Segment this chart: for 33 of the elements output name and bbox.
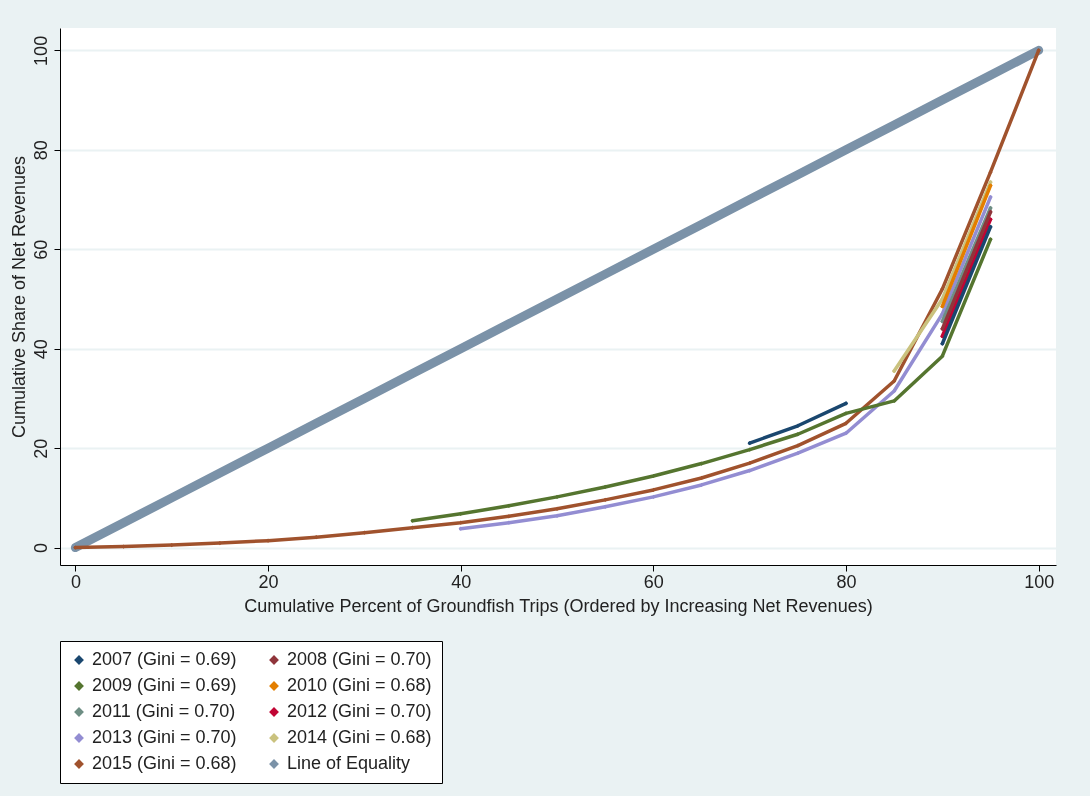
line-series	[410, 237, 993, 523]
legend-label: 2012 (Gini = 0.70)	[287, 701, 432, 721]
x-tick-label: 0	[70, 571, 81, 592]
point	[458, 511, 463, 516]
x-tick-label: 80	[836, 571, 857, 592]
y-axis-title: Cumulative Share of Net Revenues	[8, 155, 29, 439]
legend-label: 2008 (Gini = 0.70)	[287, 649, 432, 669]
legend-label: 2009 (Gini = 0.69)	[92, 675, 237, 695]
legend-label: 2010 (Gini = 0.68)	[287, 675, 432, 695]
point	[892, 398, 897, 404]
point	[940, 304, 945, 309]
point	[458, 526, 463, 531]
legend-label: 2015 (Gini = 0.68)	[92, 753, 237, 773]
y-tick-label: 100	[30, 35, 51, 66]
x-tick-label: 40	[451, 571, 472, 592]
legend-label: Line of Equality	[287, 753, 411, 773]
y-tick-label: 40	[30, 339, 51, 360]
x-tick-label: 20	[258, 571, 279, 592]
y-tick-label: 60	[30, 239, 51, 260]
y-tick-label: 20	[30, 438, 51, 459]
y-tick-label: 0	[30, 543, 51, 554]
x-tick-label: 100	[1024, 571, 1055, 592]
point	[458, 520, 463, 525]
legend-label: 2013 (Gini = 0.70)	[92, 727, 237, 747]
legend-label: 2007 (Gini = 0.69)	[92, 649, 237, 669]
x-tick-label: 60	[643, 571, 664, 592]
line-series	[458, 194, 993, 531]
point	[795, 423, 800, 428]
y-tick-label: 80	[30, 140, 51, 161]
x-axis-title: Cumulative Percent of Groundfish Trips (Ordered by Increasing Net Revenues)	[244, 595, 873, 616]
legend-label: 2014 (Gini = 0.68)	[287, 727, 432, 747]
point	[747, 447, 752, 452]
legend-label: 2011 (Gini = 0.70)	[92, 701, 236, 721]
